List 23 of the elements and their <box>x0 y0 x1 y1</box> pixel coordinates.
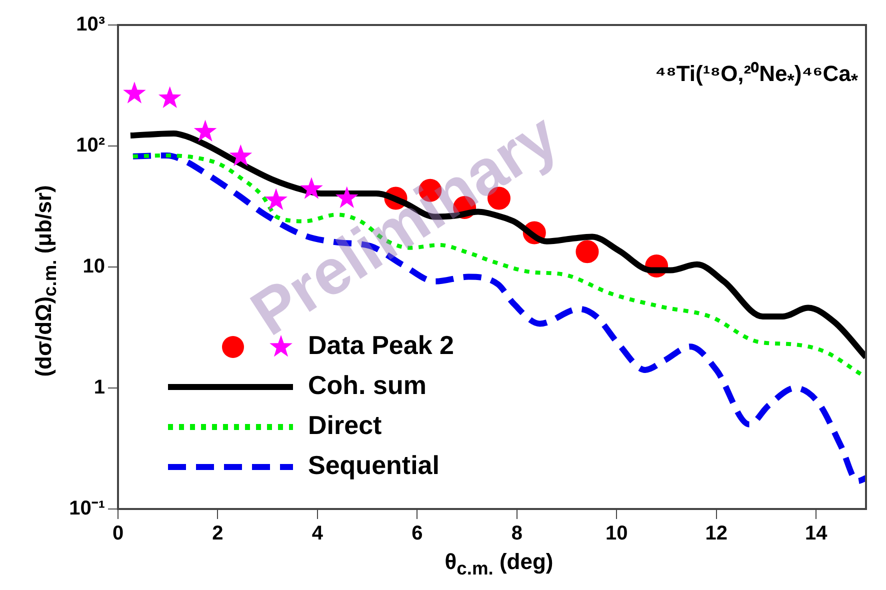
y-tick-label: 1 <box>94 376 105 399</box>
x-tick-label: 2 <box>212 522 224 545</box>
x-tick-label: 14 <box>805 522 828 545</box>
text: ⁴⁸Ti(¹⁸O,²⁰Ne$_{*}$)⁴⁶Ca$_{*}$ <box>655 60 858 92</box>
x-tick-label: 6 <box>412 522 423 545</box>
legend-label: Coh. sum <box>308 370 426 400</box>
point <box>576 240 599 264</box>
legend-label: Data Peak 2 <box>308 330 454 360</box>
y-tick-label: 10³ <box>76 14 106 36</box>
x-tick-label: 8 <box>511 522 522 545</box>
legend-label: Sequential <box>308 450 440 480</box>
x-axis-title: θ$_{c.m.}$ (deg) <box>444 549 554 580</box>
legend-label: Direct <box>308 410 382 440</box>
x-tick-label: 12 <box>705 522 728 545</box>
x-tick-label: 10 <box>606 522 628 545</box>
point <box>123 82 146 104</box>
x-tick-label: 4 <box>312 522 324 545</box>
y-tick-label: 10 <box>82 256 105 278</box>
y-tick-label: 10² <box>76 134 106 157</box>
y-tick-label: 10⁻¹ <box>69 498 106 520</box>
x-tick-label: 0 <box>112 522 124 545</box>
point <box>158 86 182 108</box>
point <box>194 120 217 142</box>
